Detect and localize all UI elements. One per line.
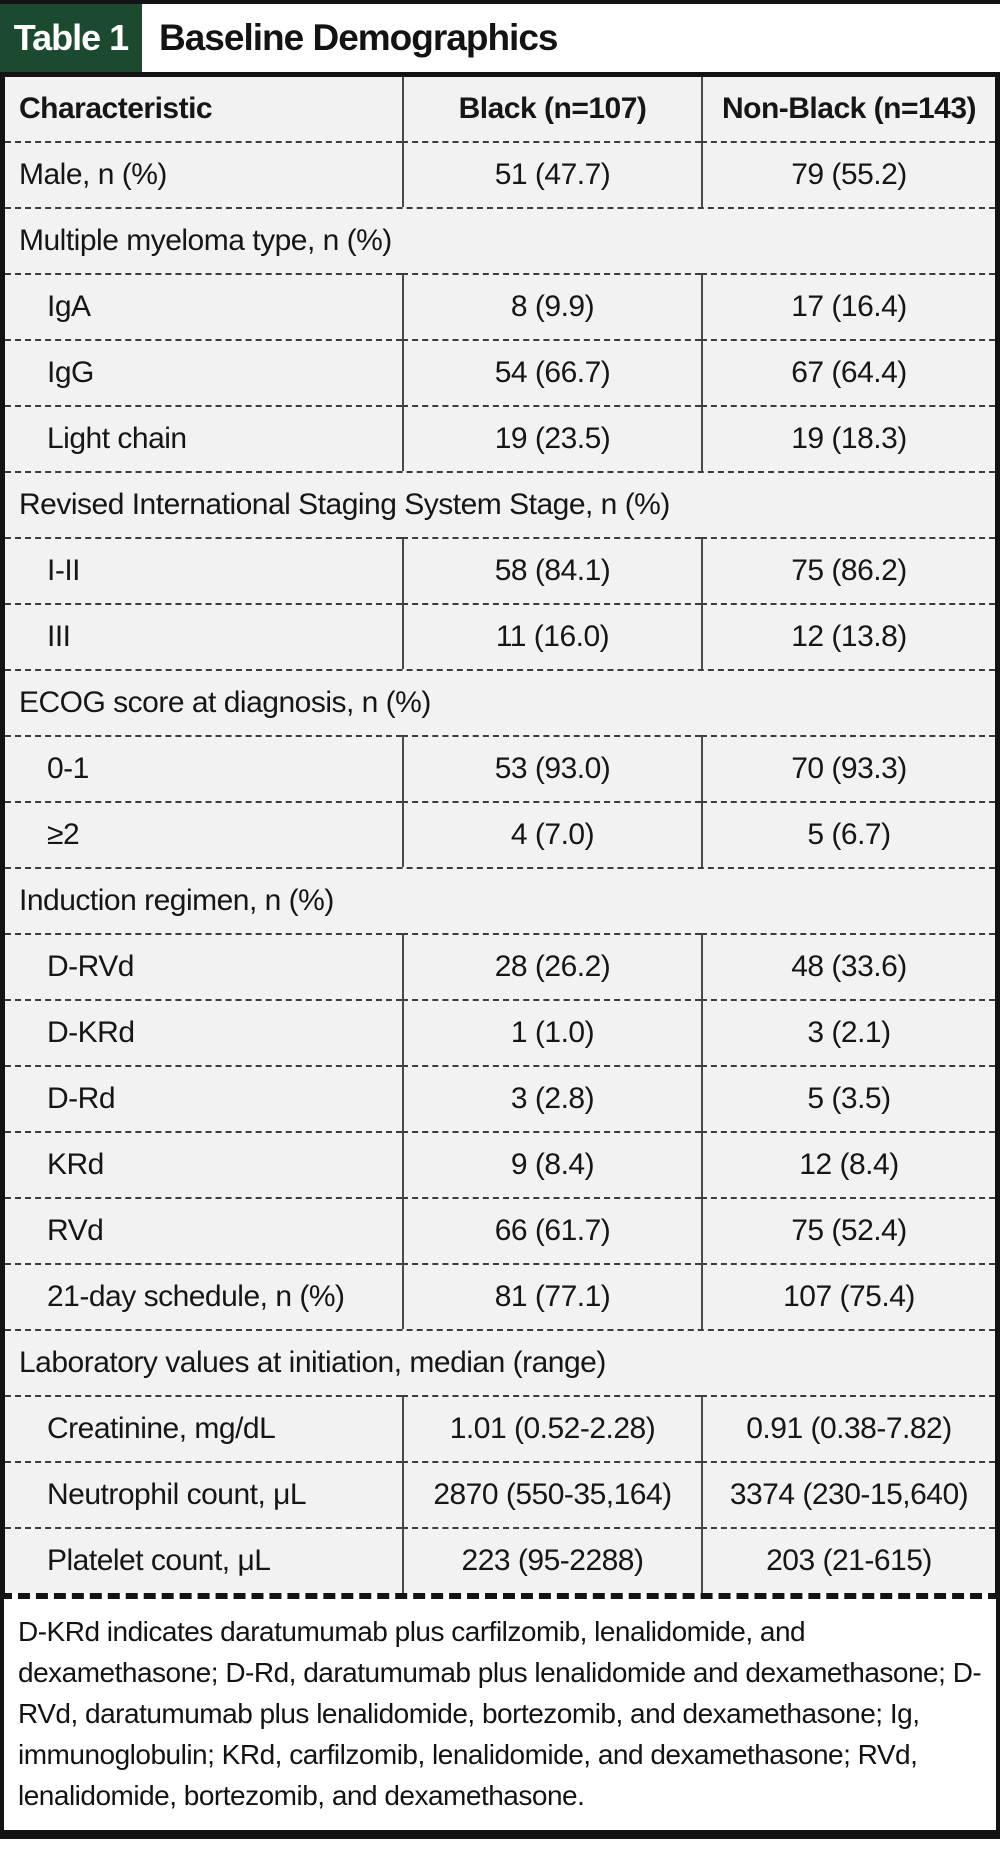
characteristic-label: 21-day schedule, n (%): [5, 1263, 402, 1329]
nonblack-value: 19 (18.3): [701, 405, 995, 471]
nonblack-value: 5 (3.5): [701, 1065, 995, 1131]
section-label: Laboratory values at initiation, median …: [5, 1329, 995, 1395]
characteristic-label: Platelet count, μL: [5, 1527, 402, 1593]
characteristic-label: D-RVd: [5, 933, 402, 999]
section-label: Revised International Staging System Sta…: [5, 471, 995, 537]
table-row: Male, n (%) 51 (47.7) 79 (55.2): [5, 141, 995, 207]
nonblack-value: 12 (13.8): [701, 603, 995, 669]
section-row: Multiple myeloma type, n (%): [5, 207, 995, 273]
table-row: KRd 9 (8.4) 12 (8.4): [5, 1131, 995, 1197]
black-value: 51 (47.7): [402, 141, 701, 207]
section-row: Laboratory values at initiation, median …: [5, 1329, 995, 1395]
black-value: 4 (7.0): [402, 801, 701, 867]
nonblack-value: 67 (64.4): [701, 339, 995, 405]
black-value: 223 (95-2288): [402, 1527, 701, 1593]
nonblack-value: 5 (6.7): [701, 801, 995, 867]
black-value: 54 (66.7): [402, 339, 701, 405]
column-header-characteristic: Characteristic: [19, 92, 213, 125]
characteristic-label: Creatinine, mg/dL: [5, 1395, 402, 1461]
nonblack-value: 107 (75.4): [701, 1263, 995, 1329]
table-row: ≥2 4 (7.0) 5 (6.7): [5, 801, 995, 867]
characteristic-label: D-KRd: [5, 999, 402, 1065]
table-row: D-Rd 3 (2.8) 5 (3.5): [5, 1065, 995, 1131]
nonblack-value: 17 (16.4): [701, 273, 995, 339]
table-row: Creatinine, mg/dL 1.01 (0.52-2.28) 0.91 (0…: [5, 1395, 995, 1461]
black-value: 1 (1.0): [402, 999, 701, 1065]
top-rule: [0, 0, 1000, 4]
table-row: III 11 (16.0) 12 (13.8): [5, 603, 995, 669]
section-label: Induction regimen, n (%): [5, 867, 995, 933]
header-row: Characteristic Black (n=107) Non-Black (…: [5, 77, 995, 141]
table-row: Light chain 19 (23.5) 19 (18.3): [5, 405, 995, 471]
table-title: Baseline Demographics: [159, 17, 558, 58]
nonblack-value: 3374 (230-15,640): [701, 1461, 995, 1527]
nonblack-value: 79 (55.2): [701, 141, 995, 207]
characteristic-label: IgG: [5, 339, 402, 405]
black-value: 1.01 (0.52-2.28): [402, 1395, 701, 1461]
nonblack-value: 0.91 (0.38-7.82): [701, 1395, 995, 1461]
section-row: Induction regimen, n (%): [5, 867, 995, 933]
black-value: 11 (16.0): [402, 603, 701, 669]
black-value: 9 (8.4): [402, 1131, 701, 1197]
demographics-table: Characteristic Black (n=107) Non-Black (…: [0, 72, 1000, 1593]
table-row: 21-day schedule, n (%) 81 (77.1) 107 (75.4…: [5, 1263, 995, 1329]
nonblack-value: 203 (21-615): [701, 1527, 995, 1593]
black-value: 81 (77.1): [402, 1263, 701, 1329]
black-value: 19 (23.5): [402, 405, 701, 471]
black-value: 28 (26.2): [402, 933, 701, 999]
table-row: Neutrophil count, μL 2870 (550-35,164) 337…: [5, 1461, 995, 1527]
nonblack-value: 75 (86.2): [701, 537, 995, 603]
black-value: 8 (9.9): [402, 273, 701, 339]
column-header-black: Black (n=107): [402, 77, 701, 141]
nonblack-value: 3 (2.1): [701, 999, 995, 1065]
table-title-band: Table 1 Baseline Demographics: [0, 4, 1000, 72]
nonblack-value: 12 (8.4): [701, 1131, 995, 1197]
characteristic-label: RVd: [5, 1197, 402, 1263]
table-number-label: Table 1: [0, 4, 142, 72]
characteristic-label: III: [5, 603, 402, 669]
section-row: Revised International Staging System Sta…: [5, 471, 995, 537]
black-value: 53 (93.0): [402, 735, 701, 801]
table-row: D-KRd 1 (1.0) 3 (2.1): [5, 999, 995, 1065]
characteristic-label: IgA: [5, 273, 402, 339]
characteristic-label: KRd: [5, 1131, 402, 1197]
black-value: 3 (2.8): [402, 1065, 701, 1131]
characteristic-label: Neutrophil count, μL: [5, 1461, 402, 1527]
section-row: ECOG score at diagnosis, n (%): [5, 669, 995, 735]
table-row: I-II 58 (84.1) 75 (86.2): [5, 537, 995, 603]
section-label: Multiple myeloma type, n (%): [5, 207, 995, 273]
characteristic-label: ≥2: [5, 801, 402, 867]
nonblack-value: 48 (33.6): [701, 933, 995, 999]
black-value: 2870 (550-35,164): [402, 1461, 701, 1527]
characteristic-label: Male, n (%): [5, 141, 402, 207]
black-value: 58 (84.1): [402, 537, 701, 603]
characteristic-label: 0-1: [5, 735, 402, 801]
nonblack-value: 75 (52.4): [701, 1197, 995, 1263]
column-header-nonblack: Non-Black (n=143): [701, 77, 995, 141]
table-row: 0-1 53 (93.0) 70 (93.3): [5, 735, 995, 801]
characteristic-label: I-II: [5, 537, 402, 603]
nonblack-value: 70 (93.3): [701, 735, 995, 801]
table-row: D-RVd 28 (26.2) 48 (33.6): [5, 933, 995, 999]
characteristic-label: D-Rd: [5, 1065, 402, 1131]
table-row: Platelet count, μL 223 (95-2288) 203 (21-6…: [5, 1527, 995, 1593]
table-row: IgA 8 (9.9) 17 (16.4): [5, 273, 995, 339]
characteristic-label: Light chain: [5, 405, 402, 471]
table-row: RVd 66 (61.7) 75 (52.4): [5, 1197, 995, 1263]
section-label: ECOG score at diagnosis, n (%): [5, 669, 995, 735]
abbreviations-footnote: D-KRd indicates daratumumab plus carfilz…: [0, 1593, 1000, 1839]
black-value: 66 (61.7): [402, 1197, 701, 1263]
table-row: IgG 54 (66.7) 67 (64.4): [5, 339, 995, 405]
